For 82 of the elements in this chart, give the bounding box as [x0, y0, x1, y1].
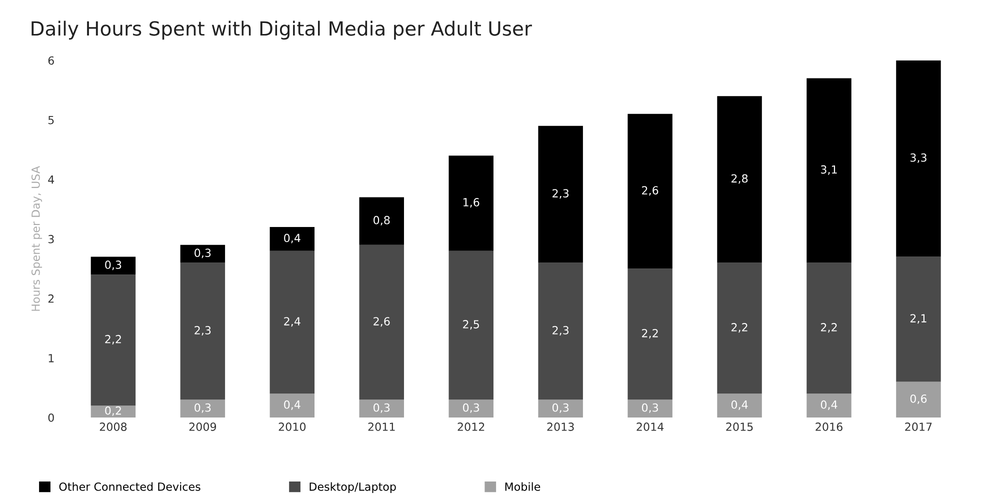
data-label: 3,3 [910, 153, 926, 163]
bar [896, 256, 941, 382]
bar [628, 114, 672, 269]
x-tick-label: 2009 [189, 422, 216, 431]
y-tick-label: 6 [48, 56, 54, 65]
data-label: 2,2 [105, 334, 121, 344]
x-tick-label: 2013 [547, 422, 574, 431]
bar [180, 262, 226, 400]
data-label: 0,3 [105, 260, 122, 270]
bar [90, 274, 136, 406]
x-tick-label: 2008 [100, 422, 127, 431]
y-tick-label: 5 [48, 116, 54, 124]
data-label: 0,3 [194, 403, 211, 413]
x-tick-label: 2010 [278, 422, 306, 431]
data-label: 2,2 [642, 328, 658, 339]
bar [717, 262, 762, 394]
data-label: 2,1 [910, 314, 926, 324]
data-label: 2,6 [642, 186, 658, 196]
bar [270, 394, 315, 418]
bar [538, 126, 583, 263]
data-label: 0,6 [910, 394, 927, 404]
data-label: 2,6 [374, 317, 390, 327]
bar [896, 382, 941, 418]
data-label: 0,3 [194, 248, 211, 258]
data-label: 0,2 [105, 406, 121, 416]
data-label: 0,4 [820, 400, 838, 410]
bar [896, 60, 941, 257]
data-label: 2,3 [552, 189, 569, 199]
bar [359, 197, 404, 245]
x-tick-label: 2012 [458, 422, 484, 431]
data-label: 0,8 [374, 216, 390, 226]
bar [538, 262, 583, 400]
y-tick-label: 4 [48, 176, 54, 184]
data-label: 2,2 [820, 323, 837, 333]
y-tick-label: 3 [48, 234, 54, 244]
bar [448, 250, 494, 400]
data-label: 0,3 [552, 403, 569, 413]
y-tick-label: 1 [48, 354, 54, 362]
bar [359, 244, 404, 400]
data-label: 2,3 [194, 326, 211, 336]
bar [806, 394, 852, 418]
bar [628, 400, 672, 418]
x-tick-label: 2011 [368, 422, 395, 431]
bar [448, 156, 494, 251]
x-tick-label: 2016 [816, 422, 842, 431]
bar [806, 262, 852, 394]
bar [448, 400, 494, 418]
y-tick-label: 0 [48, 413, 54, 422]
data-label: 2,4 [284, 317, 300, 327]
bar [180, 400, 226, 418]
data-label: 3,1 [821, 165, 837, 175]
legend-label: Other Connected Devices [59, 482, 200, 491]
data-label: 0,3 [374, 403, 390, 413]
data-label: 0,3 [642, 403, 658, 413]
data-label: 2,3 [552, 326, 569, 336]
data-label: 2,2 [732, 323, 748, 333]
data-label: 0,4 [284, 234, 300, 244]
data-label: 2,5 [463, 320, 479, 330]
y-axis-title: Hours Spent per Day, USA [31, 166, 42, 311]
bar [90, 256, 136, 275]
bar [628, 268, 672, 400]
data-label: 1,6 [463, 198, 480, 208]
chart-title: Daily Hours Spent with Digital Media per Adult User [32, 20, 532, 40]
legend-label: Mobile [505, 482, 540, 491]
legend-label: Desktop/Laptop [310, 482, 396, 493]
bar [180, 244, 226, 263]
bar [90, 406, 136, 418]
data-label: 2,8 [732, 174, 748, 184]
bar [359, 400, 404, 418]
bar [806, 78, 852, 263]
x-tick-label: 2017 [905, 422, 932, 431]
x-tick-label: 2015 [726, 422, 753, 431]
bar [717, 394, 762, 418]
y-tick-label: 2 [48, 294, 54, 303]
bar [538, 400, 583, 418]
bar [717, 96, 762, 263]
bar [270, 250, 315, 394]
x-tick-label: 2014 [636, 422, 664, 431]
data-label: 0,4 [284, 400, 300, 410]
bar [270, 227, 315, 251]
data-label: 0,4 [731, 400, 748, 410]
data-label: 0,3 [463, 403, 480, 413]
